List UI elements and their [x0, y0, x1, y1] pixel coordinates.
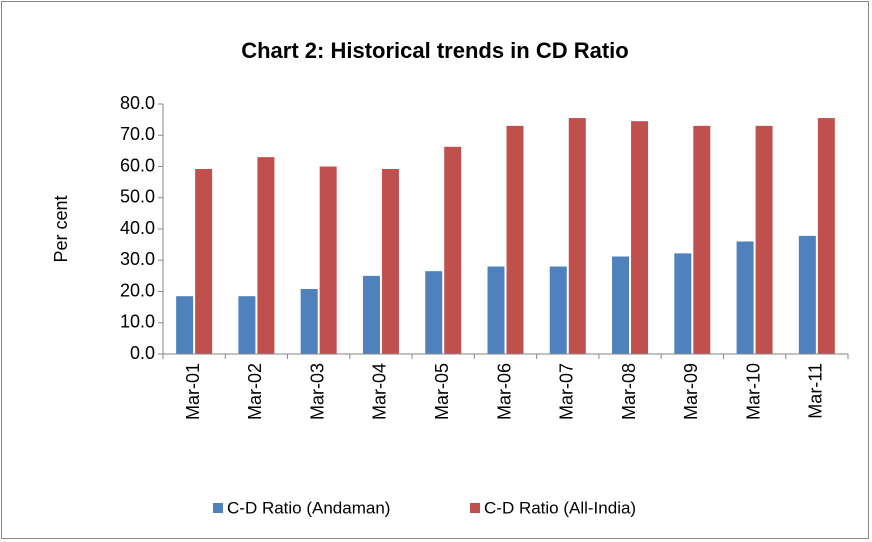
bar [736, 241, 754, 354]
y-tick-label: 20.0 [120, 280, 155, 300]
bar [487, 266, 505, 354]
legend-swatch [213, 503, 223, 513]
bar [362, 275, 380, 354]
bar [798, 235, 816, 354]
bar [444, 146, 462, 354]
bar [693, 125, 711, 354]
bar [238, 296, 256, 354]
x-tick-label: Mar-11 [806, 363, 826, 419]
bar [755, 125, 773, 354]
bar [549, 266, 567, 354]
bar [381, 169, 399, 354]
x-tick-label: Mar-02 [245, 363, 265, 420]
bar [425, 271, 443, 354]
y-tick-label: 30.0 [120, 249, 155, 269]
y-tick-label: 80.0 [120, 93, 155, 113]
bar [674, 253, 692, 354]
y-axis-label: Per cent [51, 195, 71, 262]
x-tick-label: Mar-03 [307, 363, 327, 420]
x-tick-label: Mar-04 [370, 363, 390, 420]
bar [257, 157, 275, 354]
y-tick-label: 40.0 [120, 218, 155, 238]
bar [506, 125, 524, 354]
x-tick-label: Mar-10 [743, 363, 763, 420]
legend-label: C-D Ratio (All-India) [484, 498, 636, 517]
bar [631, 121, 649, 354]
y-tick-label: 50.0 [120, 187, 155, 207]
y-tick-label: 60.0 [120, 155, 155, 175]
bar [568, 118, 586, 354]
bar [817, 118, 835, 354]
bar [176, 296, 194, 354]
x-tick-label: Mar-01 [183, 363, 203, 420]
y-tick-label: 0.0 [130, 343, 155, 363]
x-tick-label: Mar-09 [681, 363, 701, 420]
x-tick-label: Mar-05 [432, 363, 452, 420]
legend-swatch [470, 503, 480, 513]
bar [195, 169, 213, 354]
bar [319, 166, 337, 354]
bar [300, 289, 318, 354]
x-tick-label: Mar-08 [619, 363, 639, 420]
x-tick-label: Mar-06 [494, 363, 514, 420]
legend-label: C-D Ratio (Andaman) [227, 498, 390, 517]
x-tick-label: Mar-07 [557, 363, 577, 420]
chart-title: Chart 2: Historical trends in CD Ratio [241, 38, 629, 63]
bar [612, 256, 630, 354]
y-tick-label: 70.0 [120, 124, 155, 144]
y-tick-label: 10.0 [120, 312, 155, 332]
